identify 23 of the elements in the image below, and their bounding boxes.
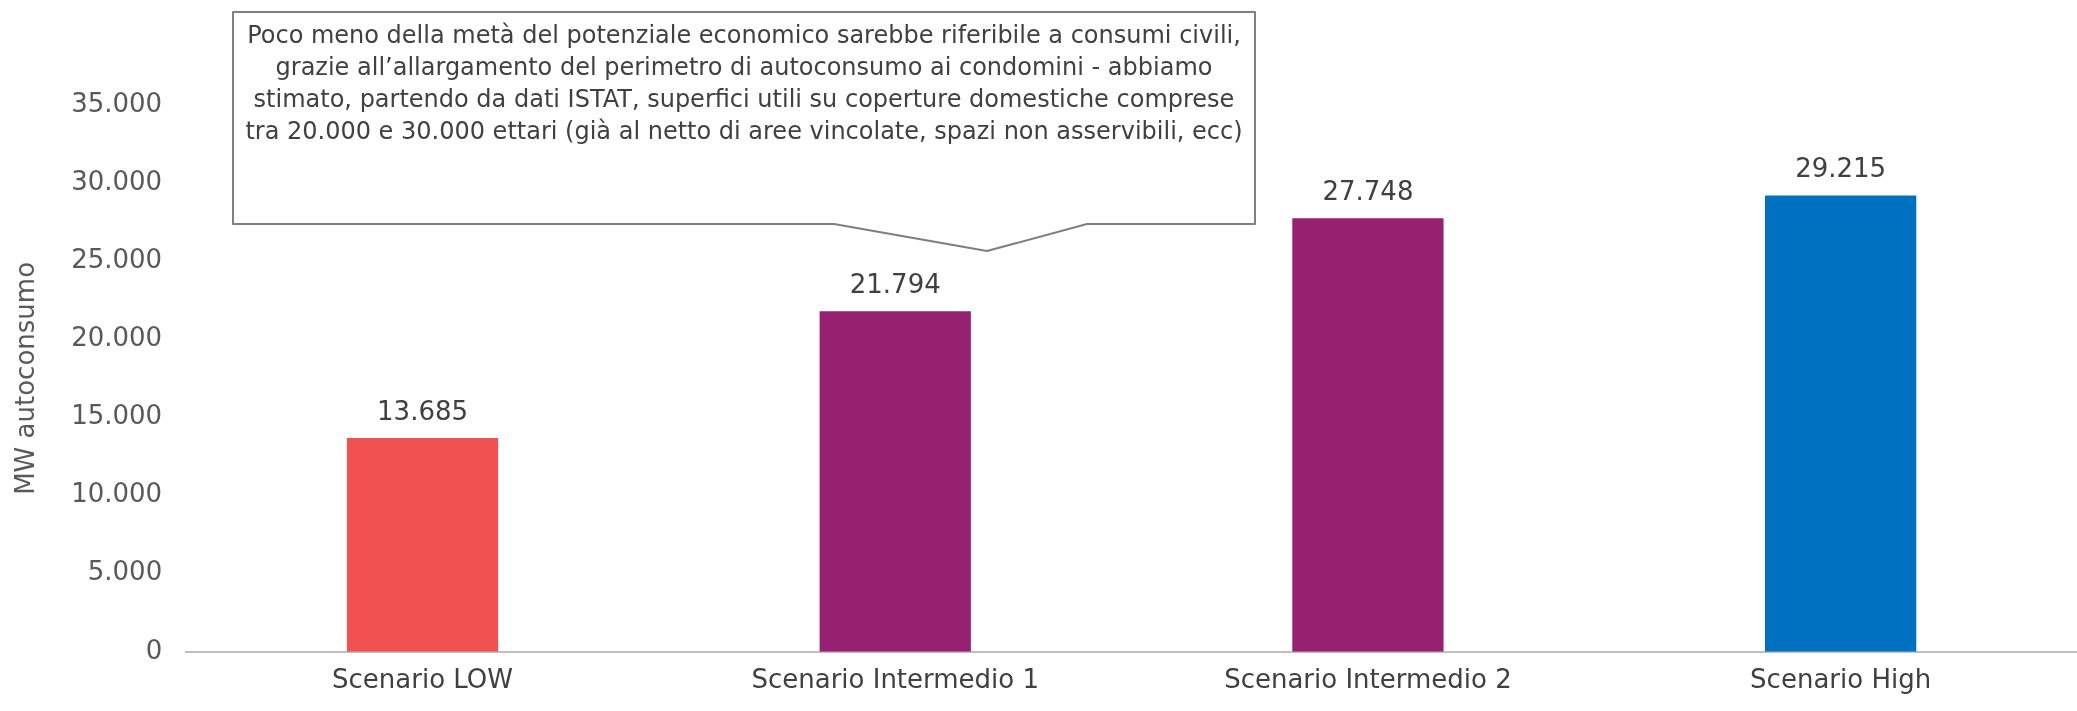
y-tick-label: 35.000 [71,87,163,118]
bar [819,311,971,652]
x-tick-label: Scenario High [1750,664,1932,695]
y-tick-label: 15.000 [71,400,163,431]
y-tick-label: 25.000 [71,243,163,274]
x-tick-label: Scenario LOW [332,664,514,695]
data-label: 13.685 [377,395,469,426]
speech-bubble: Poco meno della metà del potenziale economico sarebbe riferibile a consumi civili, grazie all’allargamento del perimetro di autoconsumo ai condomini - abbiamo stimato, partendo da dati ISTAT, superfici utili su coperture domestiche comprese tra 20.000 e 30.000 ettari (già al netto di aree vincolate, spazi non asservibili, ecc) [232,11,1256,252]
y-tick-label: 30.000 [71,165,163,196]
y-tick-label: 10.000 [71,478,163,509]
y-tick-label: 5.000 [87,556,163,587]
y-tick-label: 20.000 [71,322,163,353]
x-tick-label: Scenario Intermedio 1 [751,664,1040,695]
x-tick-label: Scenario Intermedio 2 [1224,664,1512,695]
data-label: 27.748 [1322,176,1414,207]
data-label: 21.794 [849,269,941,300]
bar [346,438,499,652]
y-tick-label: 0 [145,634,163,665]
data-label: 29.215 [1795,153,1887,184]
y-axis-title: MW autoconsumo [10,261,41,495]
bar [1292,218,1444,652]
bar [1765,195,1917,652]
annotation: Poco meno della metà del potenziale economico sarebbe riferibile a consumi civili, grazie all’allargamento del perimetro di autoconsumo ai condomini - abbiamo stimato, partendo da dati ISTAT, superfici utili su coperture domestiche comprese tra 20.000 e 30.000 ettari (già al netto di aree vincolate, spazi non asservibili, ecc) [244,20,1244,147]
